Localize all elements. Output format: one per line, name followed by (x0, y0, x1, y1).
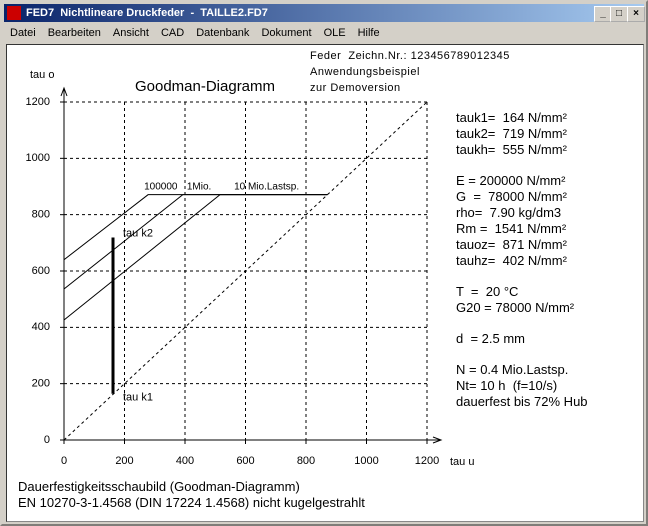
panel-line: T = 20 °C (456, 284, 519, 299)
menu-item[interactable]: Ansicht (112, 27, 149, 39)
y-tick-label: 800 (32, 209, 50, 221)
panel-line: N = 0.4 Mio.Lastsp. (456, 362, 569, 377)
app-icon (7, 6, 21, 20)
window-title: FED7 Nichtlineare Druckfeder - TAILLE2.F… (26, 7, 268, 19)
menu-item[interactable]: Datenbank (196, 27, 250, 39)
goodman-line (63, 194, 328, 321)
diagonal-line (63, 101, 428, 441)
menu-item[interactable]: OLE (323, 27, 346, 39)
y-tick-label: 400 (32, 321, 50, 333)
panel-line: dauerfest bis 72% Hub (456, 394, 588, 409)
menu-bar: Datei Bearbeiten Ansicht CAD Datenbank Dokume… (4, 24, 386, 42)
y-tick-label: 200 (32, 378, 50, 390)
result-panel: tauk1= 164 N/mm² tauk2= 719 N/mm² taukh= 5… (456, 110, 588, 425)
panel-line: tauk1= 164 N/mm² (456, 110, 567, 125)
panel-line: tauoz= 871 N/mm² (456, 237, 567, 252)
x-tick-label: 600 (236, 455, 254, 467)
menu-item[interactable]: Bearbeiten (47, 27, 101, 39)
menu-item[interactable]: Datei (10, 27, 36, 39)
panel-group: d = 2.5 mm (456, 331, 588, 347)
series-label: 10 Mio.Lastsp. (234, 181, 299, 192)
x-tick-label: 200 (115, 455, 133, 467)
title-bar: FED7 Nichtlineare Druckfeder - TAILLE2.F… (4, 4, 645, 22)
goodman-line (63, 194, 328, 261)
y-tick-label: 0 (44, 434, 50, 446)
footer-line: Dauerfestigkeitsschaubild (Goodman-Diagr… (18, 479, 300, 494)
panel-line: Nt= 10 h (f=10/s) (456, 378, 558, 393)
panel-line: G20 = 78000 N/mm² (456, 300, 575, 315)
footer-line: EN 10270-3-1.4568 (DIN 17224 1.4568) nic… (18, 495, 365, 510)
header-line: zur Demoversion (310, 82, 401, 94)
x-axis-label: tau u (450, 456, 474, 468)
panel-line: G = 78000 N/mm² (456, 189, 567, 204)
x-tick-label: 1200 (415, 455, 439, 467)
stroke-label: tau k2 (123, 227, 153, 239)
panel-line: tauk2= 719 N/mm² (456, 126, 567, 141)
menu-item[interactable]: Hilfe (357, 27, 380, 39)
x-tick-label: 800 (297, 455, 315, 467)
x-axis-arrow (432, 436, 443, 444)
panel-group: N = 0.4 Mio.Lastsp. Nt= 10 h (f=10/s) daue… (456, 362, 588, 410)
header-line: Anwendungsbeispiel (310, 66, 420, 78)
y-tick-label: 1200 (26, 96, 50, 108)
goodman-line (63, 194, 328, 290)
stroke-label: tau k1 (123, 392, 153, 404)
panel-line: d = 2.5 mm (456, 331, 525, 346)
header-line: Feder Zeichn.Nr.: 123456789012345 (310, 50, 510, 62)
panel-line: rho= 7.90 kg/dm3 (456, 205, 562, 220)
panel-group: tauk1= 164 N/mm² tauk2= 719 N/mm² taukh= 5… (456, 110, 588, 158)
panel-line: tauhz= 402 N/mm² (456, 253, 567, 268)
header: Feder Zeichn.Nr.: 123456789012345 Anwendu… (310, 48, 510, 96)
y-tick-label: 1000 (26, 152, 50, 164)
x-tick-label: 0 (61, 455, 67, 467)
panel-line: E = 200000 N/mm² (456, 173, 566, 188)
menu-item[interactable]: CAD (160, 27, 185, 39)
panel-group: T = 20 °C G20 = 78000 N/mm² (456, 284, 588, 316)
chart-title: Goodman-Diagramm (135, 78, 275, 95)
x-tick-label: 1000 (354, 455, 378, 467)
series-label: 1Mio. (187, 181, 211, 192)
series-label: 100000 (144, 181, 178, 192)
x-tick-label: 400 (176, 455, 194, 467)
footer: Dauerfestigkeitsschaubild (Goodman-Diagr… (18, 479, 365, 511)
panel-group: E = 200000 N/mm² G = 78000 N/mm² rho= 7.90… (456, 173, 588, 269)
panel-line: taukh= 555 N/mm² (456, 142, 567, 157)
menu-item[interactable]: Dokument (261, 27, 312, 39)
y-axis-label: tau o (30, 69, 54, 81)
close-button[interactable]: × (627, 6, 645, 22)
y-axis-arrow (60, 86, 68, 97)
panel-line: Rm = 1541 N/mm² (456, 221, 567, 236)
y-tick-label: 600 (32, 265, 50, 277)
